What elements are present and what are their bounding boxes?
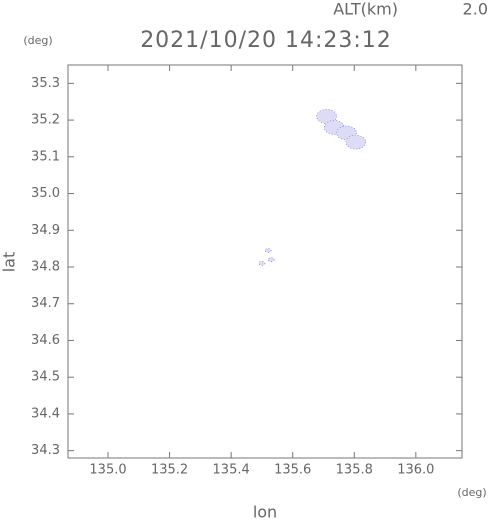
x-tick-label: 136.0	[397, 463, 434, 478]
y-tick-label: 34.4	[31, 406, 60, 421]
x-tick-label: 135.4	[213, 463, 250, 478]
y-tick-label: 35.1	[31, 149, 60, 164]
y-tick-label: 34.6	[31, 333, 60, 348]
x-tick-label: 135.0	[89, 463, 126, 478]
y-tick-label: 34.3	[31, 443, 60, 458]
y-tick-label: 35.2	[31, 113, 60, 128]
echo-cell	[267, 257, 275, 262]
x-tick-label: 135.6	[274, 463, 311, 478]
y-tick-label: 35.3	[31, 76, 60, 91]
x-axis-label: lon	[253, 503, 277, 521]
x-tick-label: 135.2	[151, 463, 188, 478]
y-unit: (deg)	[23, 34, 52, 47]
y-axis-label: lat	[0, 252, 19, 273]
echo-cell	[264, 248, 272, 253]
altitude-label: ALT(km)	[333, 0, 398, 19]
echo-cell	[316, 109, 337, 124]
y-tick-label: 34.9	[31, 223, 60, 238]
x-tick-label: 135.8	[336, 463, 373, 478]
chart-title: 2021/10/20 14:23:12	[140, 28, 392, 53]
echo-cell	[345, 134, 367, 150]
y-tick-label: 34.8	[31, 260, 60, 275]
altitude-value: 2.0	[463, 0, 488, 19]
y-tick-label: 34.7	[31, 296, 60, 311]
y-tick-label: 35.0	[31, 186, 60, 201]
echo-cell	[258, 261, 266, 266]
plot-frame	[67, 64, 463, 459]
x-unit: (deg)	[457, 486, 486, 499]
y-tick-label: 34.5	[31, 370, 60, 385]
